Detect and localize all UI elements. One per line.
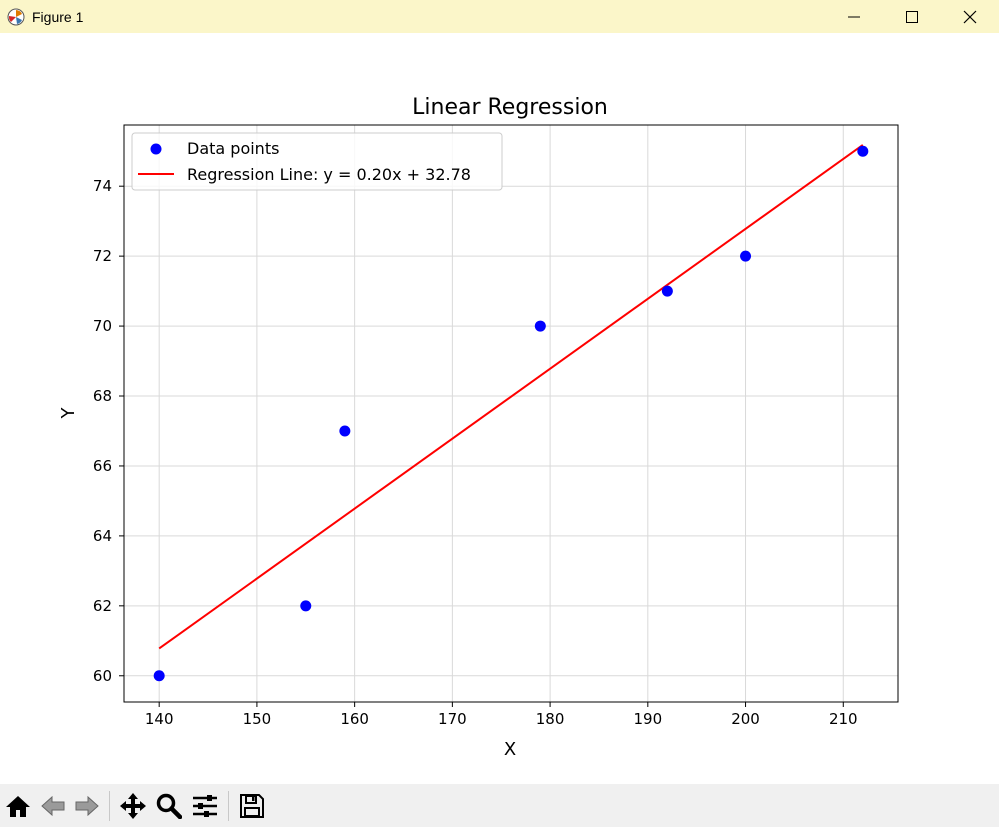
data-points-layer <box>153 145 869 682</box>
x-tick-label: 200 <box>731 710 760 728</box>
y-tick-label: 68 <box>93 387 112 405</box>
data-point <box>534 320 546 332</box>
x-tick-label: 160 <box>340 710 369 728</box>
x-tick-label: 170 <box>438 710 467 728</box>
data-point <box>740 250 752 262</box>
regression-line <box>158 144 864 650</box>
zoom-icon <box>156 793 182 819</box>
matplotlib-logo-icon <box>6 7 26 27</box>
data-point <box>300 600 312 612</box>
minimize-icon <box>848 16 860 17</box>
minimize-button[interactable] <box>825 0 883 33</box>
data-point <box>153 670 165 682</box>
x-tick-label: 140 <box>145 710 174 728</box>
close-button[interactable] <box>941 0 999 33</box>
legend-label-data-points: Data points <box>187 139 279 158</box>
home-icon <box>6 795 30 817</box>
figure-canvas: 140 150 160 170 180 190 200 210 60 62 64 66 68 70 72 74… <box>0 33 999 784</box>
y-tick-label: 60 <box>93 667 112 685</box>
home-button[interactable] <box>0 788 36 824</box>
x-tick-label: 190 <box>633 710 662 728</box>
toolbar-separator <box>109 790 110 821</box>
forward-button[interactable] <box>70 788 104 824</box>
y-axis-label: Y <box>58 407 79 420</box>
data-point <box>661 285 673 297</box>
chart-svg: 140 150 160 170 180 190 200 210 60 62 64 66 68 70 72 74… <box>58 95 899 760</box>
configure-subplots-button[interactable] <box>187 788 223 824</box>
window-titlebar: Figure 1 <box>0 0 999 33</box>
window-title: Figure 1 <box>32 8 84 25</box>
configure-subplots-icon <box>193 794 217 817</box>
y-tick-label: 66 <box>93 457 112 475</box>
pan-button[interactable] <box>115 788 151 824</box>
pan-icon <box>120 792 146 819</box>
data-point <box>339 425 351 437</box>
y-tick-label: 72 <box>93 247 112 265</box>
back-button[interactable] <box>36 788 70 824</box>
legend: Data points Regression Line: y = 0.20x +… <box>131 132 503 191</box>
close-icon <box>963 10 977 23</box>
regression-line-layer <box>158 144 864 650</box>
y-tick-label: 74 <box>93 177 112 195</box>
navigation-toolbar <box>0 784 999 827</box>
legend-label-regression-line: Regression Line: y = 0.20x + 32.78 <box>187 165 471 184</box>
maximize-button[interactable] <box>883 0 941 33</box>
y-tick-label: 70 <box>93 317 112 335</box>
y-tick-label: 64 <box>93 527 112 545</box>
toolbar-separator <box>228 790 229 821</box>
plot-frame <box>123 124 899 703</box>
back-arrow-icon <box>41 795 65 816</box>
grid-lines <box>124 125 898 702</box>
legend-marker-data-points <box>150 143 162 155</box>
save-icon <box>240 793 264 818</box>
x-axis-label: X <box>504 739 516 760</box>
maximize-icon <box>906 10 918 23</box>
y-tick-label: 62 <box>93 597 112 615</box>
x-tick-label: 150 <box>243 710 272 728</box>
data-point <box>857 145 869 157</box>
chart-title: Linear Regression <box>412 95 608 120</box>
zoom-button[interactable] <box>151 788 187 824</box>
axis-ticks: 140 150 160 170 180 190 200 210 60 62 64 66 68 70 72 74 <box>93 177 858 728</box>
x-tick-label: 180 <box>536 710 565 728</box>
forward-arrow-icon <box>75 795 99 816</box>
legend-box <box>131 132 503 191</box>
x-tick-label: 210 <box>829 710 858 728</box>
save-button[interactable] <box>234 788 270 824</box>
